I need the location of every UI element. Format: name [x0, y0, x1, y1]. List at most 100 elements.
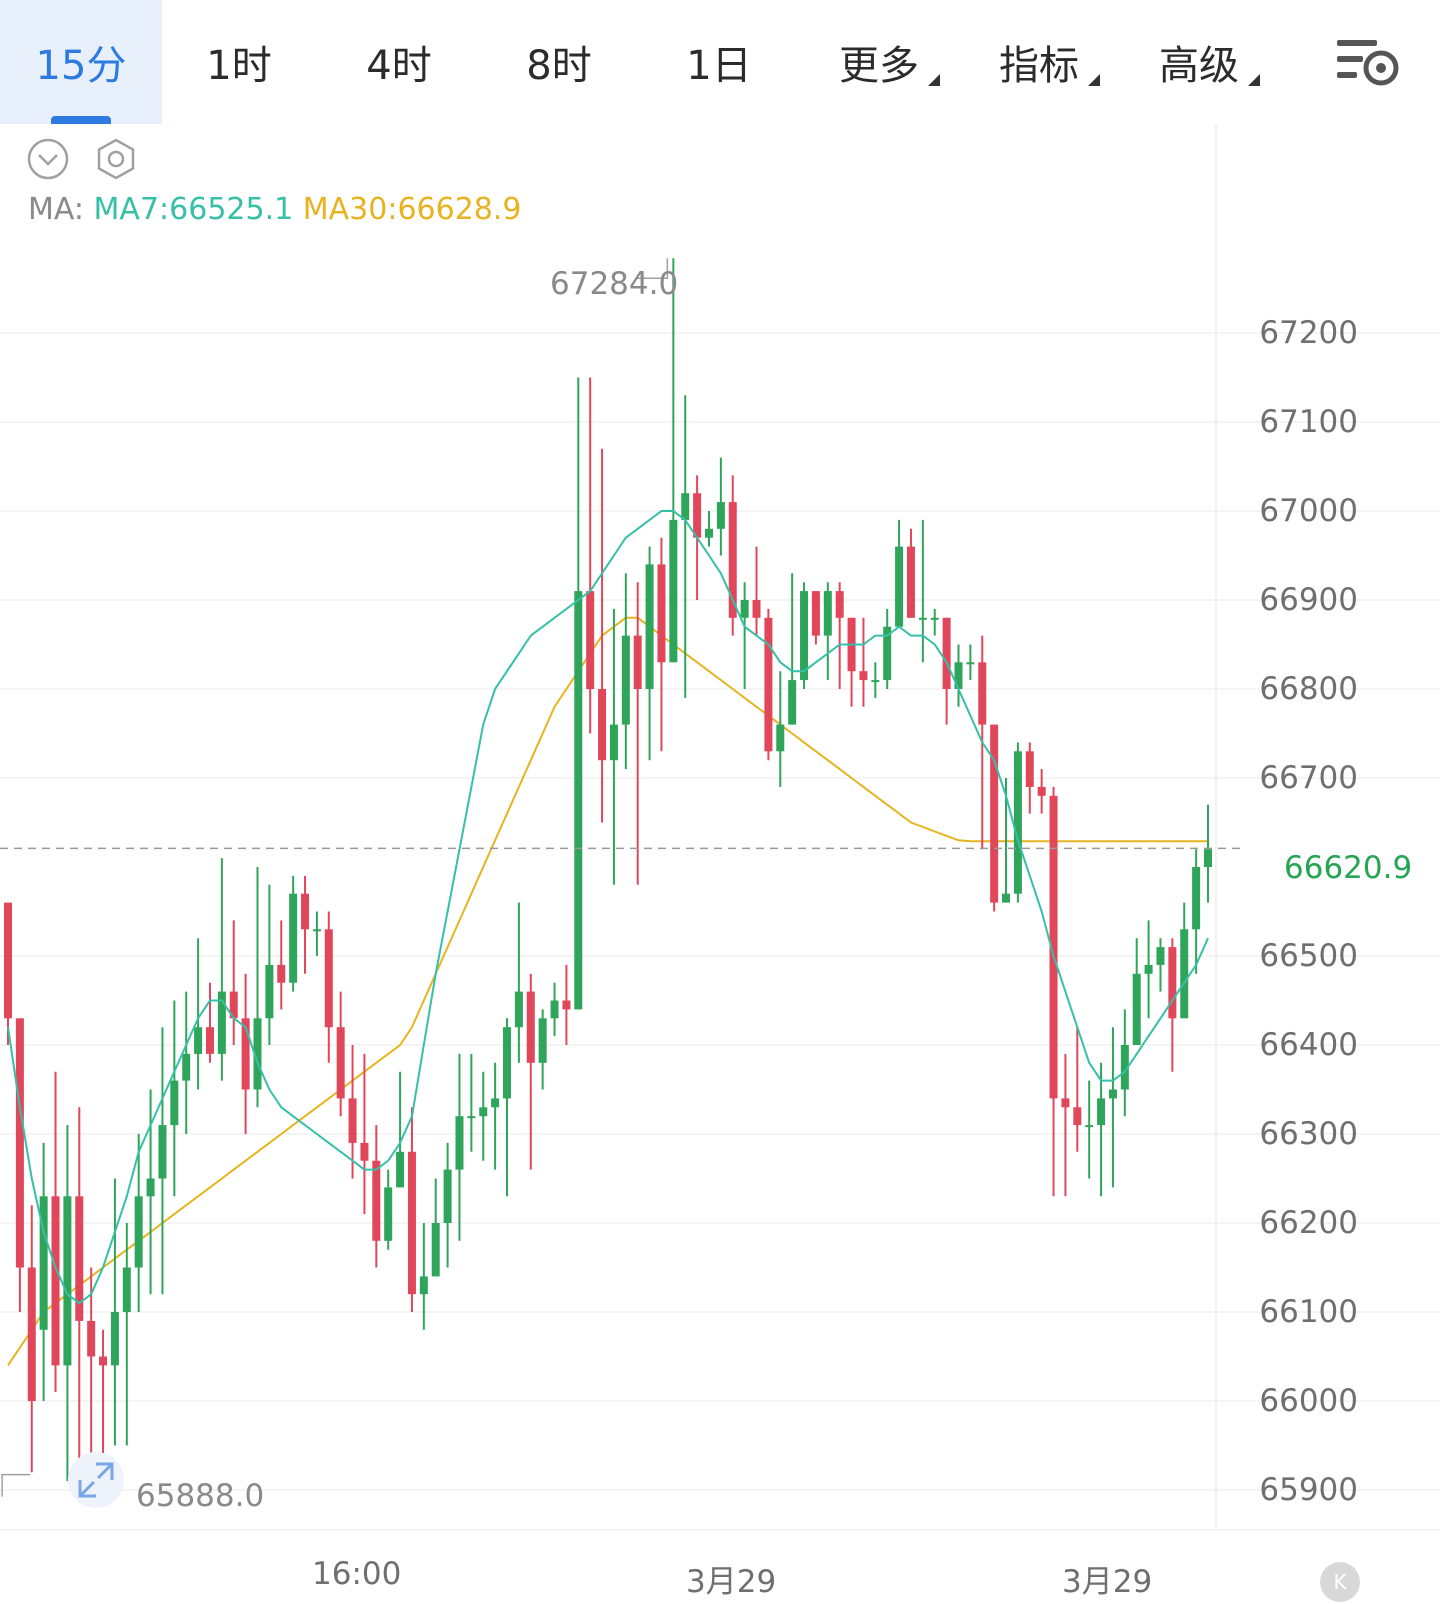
ma30-value: MA30:66628.9	[302, 192, 522, 227]
k-line-badge[interactable]: K	[1320, 1562, 1360, 1602]
tab-label: 1时	[206, 43, 272, 89]
candle	[728, 475, 737, 636]
y-tick-label: 67100	[1259, 404, 1358, 440]
candles-layer	[4, 258, 1212, 1490]
y-tick-label: 66300	[1259, 1116, 1358, 1152]
x-tick-label: 3月29	[686, 1564, 777, 1600]
dropdown-triangle-icon	[1248, 74, 1260, 86]
tab-label: 更多	[839, 43, 919, 89]
candle	[122, 1223, 131, 1446]
tab-15min[interactable]: 15分	[0, 0, 162, 124]
candle	[455, 1053, 464, 1241]
y-tick-label: 67200	[1259, 315, 1358, 351]
candle	[170, 1000, 179, 1197]
candle	[574, 377, 583, 1010]
y-tick-label: 66500	[1259, 938, 1358, 974]
candle	[776, 671, 785, 787]
hexagon-settings-icon[interactable]	[94, 137, 138, 181]
candle	[39, 1142, 48, 1401]
tab-indicators[interactable]: 指标	[958, 0, 1120, 124]
marks-layer	[0, 258, 1240, 1497]
tab-1d[interactable]: 1日	[638, 0, 800, 124]
candle	[609, 608, 618, 885]
candle	[336, 991, 345, 1117]
candle	[265, 884, 274, 1045]
x-tick-label: 16:00	[312, 1556, 402, 1592]
candle	[1013, 742, 1022, 903]
candle	[930, 608, 939, 636]
tab-4h[interactable]: 4时	[318, 0, 480, 124]
candle	[645, 546, 654, 761]
candle	[1061, 1053, 1070, 1197]
high-leader-line	[637, 258, 669, 279]
candle	[158, 1027, 167, 1295]
ma30-line	[7, 616, 1208, 1366]
tab-more[interactable]: 更多	[798, 0, 960, 124]
y-tick-label: 66000	[1259, 1383, 1358, 1419]
candle	[1097, 1062, 1106, 1197]
dropdown-triangle-icon	[928, 74, 940, 86]
candle	[205, 982, 214, 1063]
candle	[407, 1107, 416, 1312]
candle	[443, 1142, 452, 1268]
candle	[657, 537, 666, 752]
timeframe-tab-bar: 15分 1时 4时 8时 1日 更多 指标 高级	[0, 0, 1440, 124]
candle	[348, 1045, 357, 1179]
candle	[704, 511, 713, 547]
chart-grid	[0, 124, 1440, 1531]
candle	[954, 644, 963, 707]
tab-advanced[interactable]: 高级	[1118, 0, 1280, 124]
tab-label: 指标	[999, 43, 1079, 89]
candle	[491, 1062, 500, 1170]
ma30-layer	[7, 616, 1208, 1366]
candle	[823, 582, 832, 681]
candle	[301, 875, 310, 974]
candle	[1049, 786, 1058, 1197]
candle	[906, 528, 915, 618]
candle	[1120, 1009, 1129, 1117]
tab-label: 高级	[1159, 43, 1239, 89]
candle	[4, 902, 12, 1045]
tab-label: 8时	[526, 43, 592, 89]
candle	[277, 920, 286, 1010]
candle	[51, 1071, 60, 1393]
candle	[1192, 849, 1201, 974]
candle	[396, 1071, 405, 1188]
chart-settings-icon[interactable]	[1335, 34, 1399, 90]
chevron-down-circle-icon[interactable]	[26, 137, 70, 181]
ma-legend: MA: MA7:66525.1 MA30:66628.9	[28, 192, 522, 227]
tab-label: 15分	[35, 43, 127, 89]
candle	[811, 591, 820, 645]
y-tick-label: 66800	[1259, 671, 1358, 707]
candle	[740, 582, 749, 689]
candle	[1108, 1027, 1117, 1188]
expand-icon[interactable]	[66, 1450, 126, 1510]
candle	[966, 644, 975, 681]
candle	[764, 608, 773, 761]
candle	[503, 1018, 512, 1197]
candle	[859, 617, 868, 707]
candle	[1132, 938, 1141, 1045]
candle	[918, 519, 927, 663]
candle	[384, 1169, 393, 1250]
candlestick-chart[interactable]	[0, 124, 1440, 1604]
candle	[312, 911, 321, 956]
x-tick-label: 3月29	[1062, 1564, 1153, 1600]
ma7-line	[7, 510, 1209, 1305]
last-price-label: 66620.9	[1282, 850, 1415, 886]
candle	[479, 1071, 488, 1161]
candle	[134, 1134, 143, 1312]
k-badge-label: K	[1333, 1570, 1347, 1594]
low-leader-line	[1, 1473, 31, 1497]
tab-1h[interactable]: 1时	[158, 0, 320, 124]
dropdown-triangle-icon	[1088, 74, 1100, 86]
candle	[241, 973, 250, 1134]
y-tick-label: 67000	[1259, 493, 1358, 529]
tab-8h[interactable]: 8时	[478, 0, 640, 124]
candle	[1168, 938, 1177, 1072]
candle	[467, 1053, 476, 1152]
ma-prefix: MA:	[28, 192, 84, 227]
candle	[360, 1053, 369, 1215]
candle	[253, 867, 262, 1108]
y-tick-label: 65900	[1259, 1472, 1358, 1508]
